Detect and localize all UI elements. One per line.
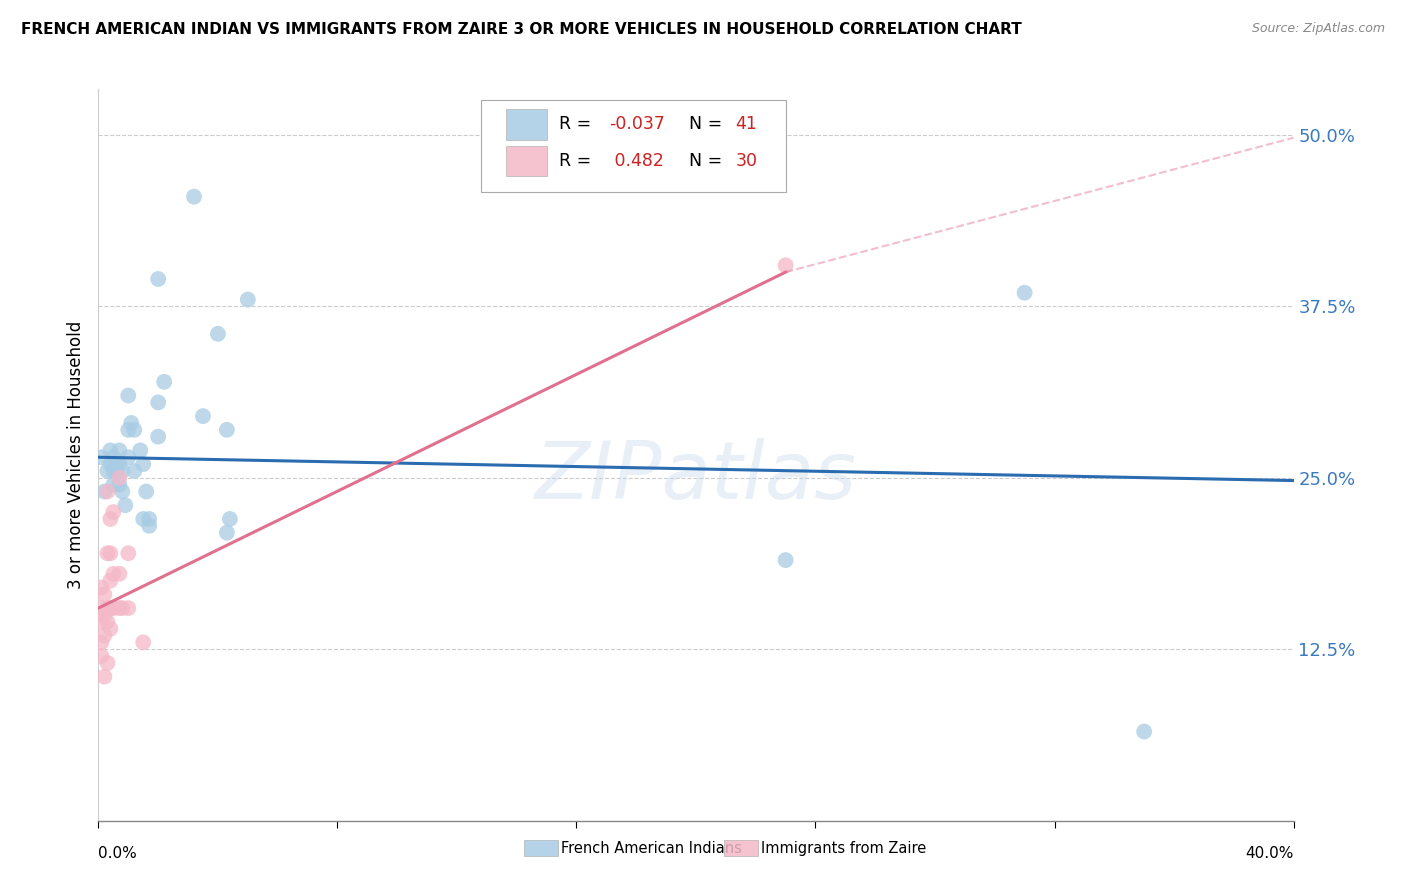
Text: N =: N = <box>678 152 728 169</box>
Point <box>132 512 155 526</box>
Point <box>215 423 238 437</box>
Point <box>117 423 139 437</box>
Point <box>93 670 115 684</box>
Point <box>124 423 146 437</box>
Text: FRENCH AMERICAN INDIAN VS IMMIGRANTS FROM ZAIRE 3 OR MORE VEHICLES IN HOUSEHOLD : FRENCH AMERICAN INDIAN VS IMMIGRANTS FRO… <box>21 22 1022 37</box>
FancyBboxPatch shape <box>481 100 786 192</box>
Text: 30: 30 <box>735 152 758 169</box>
Point <box>96 601 118 615</box>
Point <box>90 601 112 615</box>
Point <box>111 601 134 615</box>
Point <box>236 293 259 307</box>
Text: French American Indians: French American Indians <box>561 841 742 855</box>
Point <box>90 450 112 465</box>
Y-axis label: 3 or more Vehicles in Household: 3 or more Vehicles in Household <box>66 321 84 589</box>
Text: ZIPatlas: ZIPatlas <box>534 438 858 516</box>
Point <box>98 622 122 636</box>
Point <box>219 512 242 526</box>
Point <box>183 190 205 204</box>
Point <box>111 484 134 499</box>
Point <box>103 566 125 581</box>
Point <box>98 443 122 458</box>
Point <box>153 375 176 389</box>
Point <box>96 464 118 478</box>
Point <box>207 326 229 341</box>
Point <box>129 443 152 458</box>
Point <box>117 546 139 560</box>
Point <box>138 518 160 533</box>
Point <box>90 581 112 595</box>
Point <box>775 553 797 567</box>
Point <box>103 464 125 478</box>
Point <box>111 464 134 478</box>
Point <box>191 409 214 423</box>
Point <box>98 512 122 526</box>
Point <box>98 574 122 588</box>
Point <box>98 601 122 615</box>
Point <box>1133 724 1156 739</box>
Point <box>93 484 115 499</box>
Point <box>215 525 238 540</box>
Point <box>132 457 155 471</box>
Point <box>108 566 131 581</box>
Text: N =: N = <box>678 115 728 133</box>
Point <box>96 615 118 629</box>
Point <box>96 656 118 670</box>
Point <box>105 457 128 471</box>
Point <box>96 546 118 560</box>
Point <box>108 601 131 615</box>
Point <box>90 649 112 664</box>
Point <box>90 615 112 629</box>
Text: 40.0%: 40.0% <box>1246 846 1294 861</box>
Point <box>98 457 122 471</box>
Point <box>108 443 131 458</box>
Point <box>148 395 170 409</box>
Text: R =: R = <box>558 152 596 169</box>
Point <box>775 258 797 272</box>
Point <box>120 416 142 430</box>
Point <box>103 601 125 615</box>
Text: -0.037: -0.037 <box>609 115 665 133</box>
Point <box>124 464 146 478</box>
Point <box>105 464 128 478</box>
Point <box>148 272 170 286</box>
Text: Immigrants from Zaire: Immigrants from Zaire <box>761 841 927 855</box>
Text: Source: ZipAtlas.com: Source: ZipAtlas.com <box>1251 22 1385 36</box>
Point <box>114 498 136 512</box>
Point <box>93 607 115 622</box>
Point <box>135 484 157 499</box>
Text: 0.482: 0.482 <box>609 152 664 169</box>
Point <box>108 457 131 471</box>
Point <box>96 484 118 499</box>
Text: 0.0%: 0.0% <box>98 846 138 861</box>
Point <box>103 477 125 491</box>
Point <box>138 512 160 526</box>
Text: R =: R = <box>558 115 596 133</box>
Point <box>103 450 125 465</box>
Text: 41: 41 <box>735 115 758 133</box>
Point <box>117 450 139 465</box>
Point <box>117 388 139 402</box>
Point <box>108 477 131 491</box>
Point <box>117 601 139 615</box>
Point <box>93 587 115 601</box>
Point <box>93 628 115 642</box>
FancyBboxPatch shape <box>506 109 547 140</box>
Point <box>148 430 170 444</box>
Point <box>98 546 122 560</box>
Point <box>103 505 125 519</box>
Point <box>108 471 131 485</box>
Point <box>90 635 112 649</box>
Point <box>132 635 155 649</box>
FancyBboxPatch shape <box>506 145 547 177</box>
Point <box>1014 285 1036 300</box>
